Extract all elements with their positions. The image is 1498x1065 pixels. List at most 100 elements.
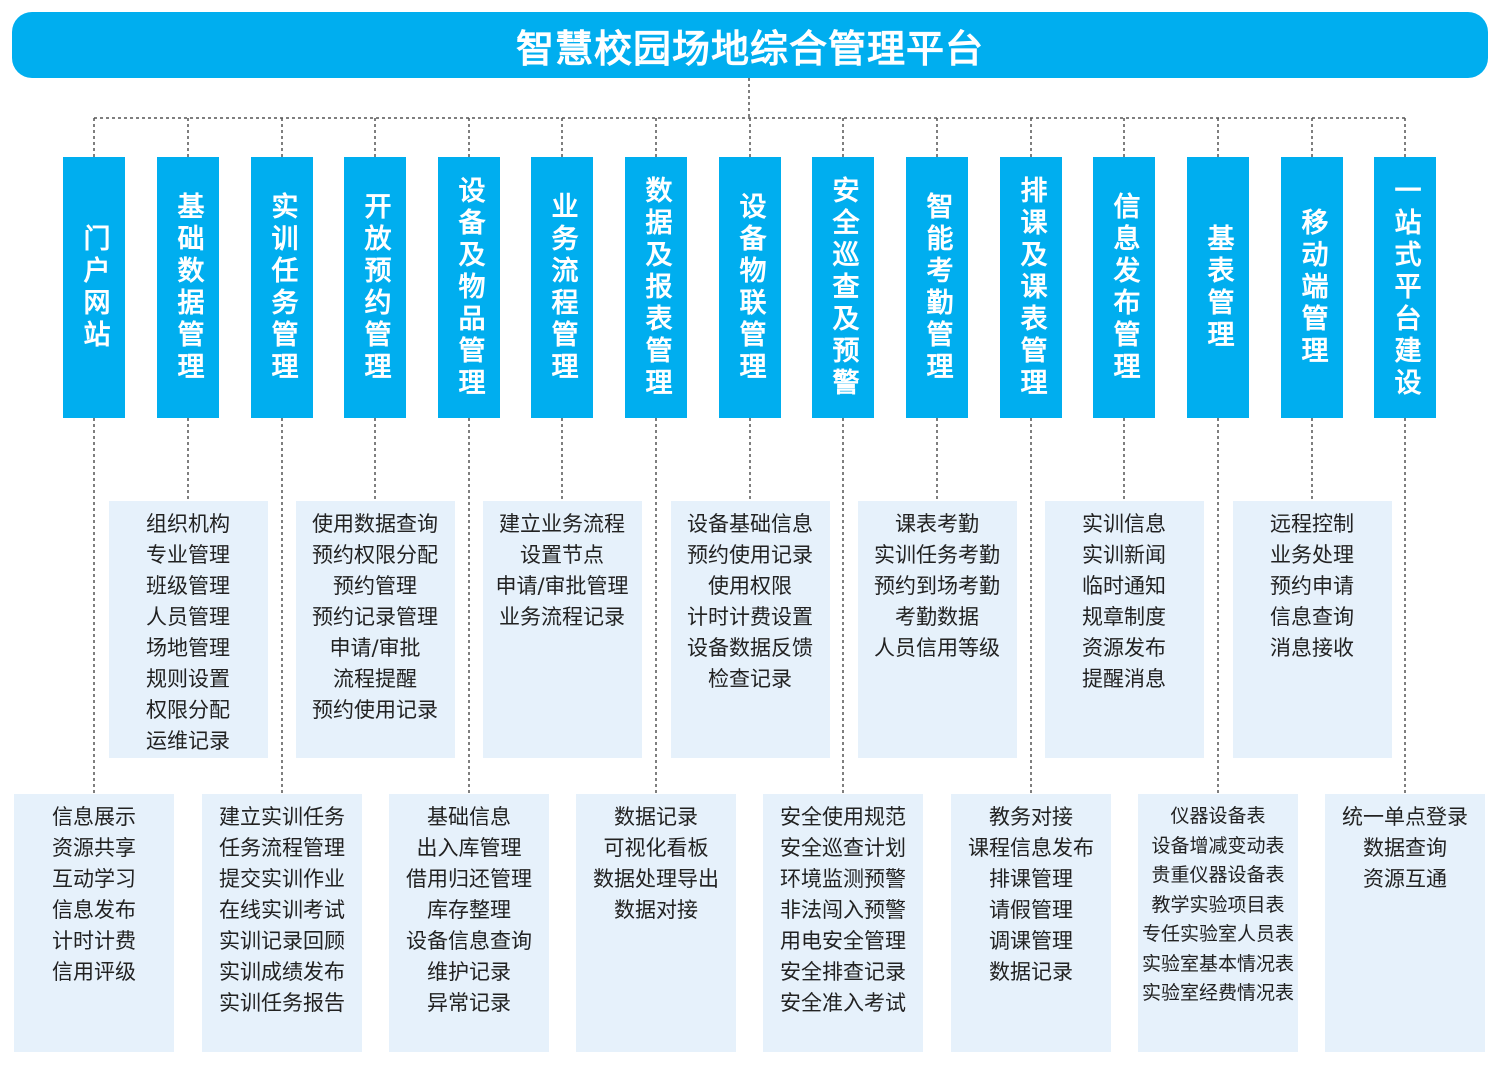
feature-item: 场地管理 (146, 636, 230, 660)
feature-item: 异常记录 (427, 991, 511, 1015)
module-label: 设备物联管理 (734, 191, 766, 384)
module-column: 开放预约管理 (344, 157, 406, 418)
module-label: 安全巡查及预警 (827, 175, 859, 400)
feature-item: 信息发布 (52, 898, 136, 922)
feature-item: 信息查询 (1270, 605, 1354, 629)
feature-item: 维护记录 (427, 960, 511, 984)
feature-item: 安全使用规范 (780, 805, 906, 829)
feature-item: 申请/审批 (329, 636, 421, 660)
module-label: 门户网站 (78, 223, 110, 352)
feature-item: 统一单点登录 (1342, 805, 1468, 829)
title-bar: 智慧校园场地综合管理平台 (12, 12, 1488, 78)
feature-box: 统一单点登录 数据查询资源互通 (1325, 794, 1485, 1052)
feature-item: 实验室经费情况表 (1141, 982, 1294, 1004)
feature-item: 教学实验项目表 (1151, 893, 1285, 916)
feature-item: 仪器设备表 (1170, 805, 1266, 827)
feature-box: 组织机构专业管理班级管理人员管理场地管理规则设置权限分配运维记录 (108, 501, 268, 758)
feature-item: 实训任务考勤 (874, 543, 1000, 567)
feature-item: 排课管理 (989, 867, 1073, 891)
feature-item: 人员信用等级 (874, 636, 1000, 660)
feature-box: 数据记录 可视化看板 数据处理导出 数据对接 (576, 794, 736, 1052)
feature-item: 提醒消息 (1082, 667, 1166, 691)
module-column: 排课及课表管理 (1000, 157, 1062, 418)
module-column: 设备物联管理 (719, 157, 781, 418)
feature-item: 设置节点 (520, 543, 604, 567)
feature-item: 资源互通 (1363, 867, 1447, 891)
feature-item: 运维记录 (146, 729, 230, 753)
feature-item: 借用归还管理 (406, 867, 532, 891)
feature-item: 流程提醒 (333, 667, 417, 691)
feature-item: 任务流程管理 (219, 836, 345, 860)
feature-item: 环境监测预警 (780, 867, 906, 891)
feature-item: 消息接收 (1270, 636, 1354, 660)
module-label: 业务流程管理 (546, 191, 578, 384)
module-column: 业务流程管理 (531, 157, 593, 418)
feature-item: 预约权限分配 (312, 543, 438, 567)
feature-item: 申请/审批管理 (495, 574, 629, 598)
feature-item: 资源共享 (52, 836, 136, 860)
module-column: 数据及报表管理 (625, 157, 687, 418)
feature-item: 建立实训任务 (219, 805, 345, 829)
feature-item: 数据查询 (1363, 836, 1447, 860)
feature-item: 实训新闻 (1082, 543, 1166, 567)
feature-item: 规则设置 (146, 667, 230, 691)
feature-item: 临时通知 (1082, 574, 1166, 598)
module-label: 开放预约管理 (359, 191, 391, 384)
feature-item: 专业管理 (146, 543, 230, 567)
feature-item: 基础信息 (427, 805, 511, 829)
feature-item: 课表考勤 (895, 512, 979, 536)
feature-item: 设备基础信息 (687, 512, 813, 536)
feature-item: 信用评级 (52, 960, 136, 984)
feature-item: 安全准入考试 (780, 991, 906, 1015)
feature-item: 非法闯入预警 (780, 898, 906, 922)
module-label: 设备及物品管理 (453, 175, 485, 400)
feature-item: 实训成绩发布 (219, 960, 345, 984)
feature-item: 教务对接 (989, 805, 1073, 829)
feature-item: 权限分配 (146, 698, 230, 722)
feature-item: 人员管理 (146, 605, 230, 629)
feature-item: 业务流程记录 (499, 605, 625, 629)
feature-box: 实训信息 实训新闻 临时通知 规章制度 资源发布 提醒消息 (1044, 501, 1204, 758)
feature-box: 设备基础信息 预约使用记录 使用权限 计时计费设置 设备数据反馈 检查记录 (670, 501, 830, 758)
module-label: 基础数据管理 (172, 191, 204, 384)
module-column: 一站式平台建设 (1374, 157, 1436, 418)
feature-item: 数据记录 (989, 960, 1073, 984)
feature-item: 安全巡查计划 (780, 836, 906, 860)
feature-item: 贵重仪器设备表 (1151, 864, 1285, 886)
feature-item: 用电安全管理 (780, 929, 906, 953)
feature-box: 课表考勤 实训任务考勤 预约到场考勤 考勤数据 人员信用等级 (857, 501, 1017, 758)
feature-box: 信息展示 资源共享 互动学习 信息发布 计时计费 信用评级 (14, 794, 174, 1052)
feature-item: 班级管理 (146, 574, 230, 598)
feature-item: 使用数据查询 (312, 512, 438, 536)
feature-box: 建立业务流程 设置节点申请/审批管理 业务流程记录 (482, 501, 642, 758)
feature-item: 出入库管理 (416, 836, 522, 860)
feature-item: 预约管理 (333, 574, 417, 598)
feature-item: 考勤数据 (895, 605, 979, 629)
feature-item: 专任实验室人员表 (1141, 923, 1294, 945)
feature-item: 预约使用记录 (312, 698, 438, 722)
feature-item: 规章制度 (1082, 605, 1166, 629)
feature-item: 调课管理 (989, 929, 1073, 953)
feature-box: 使用数据查询 预约权限分配 预约管理 预约记录管理 申请/审批 流程提醒 预约使用记录 (295, 501, 455, 758)
feature-item: 组织机构 (146, 512, 230, 536)
feature-item: 库存整理 (427, 898, 511, 922)
feature-item: 远程控制 (1270, 512, 1354, 536)
module-column: 基表管理 (1187, 157, 1249, 418)
feature-item: 计时计费 (52, 929, 136, 953)
feature-item: 提交实训作业 (219, 867, 345, 891)
module-label: 基表管理 (1202, 223, 1234, 352)
module-label: 一站式平台建设 (1389, 175, 1421, 400)
feature-item: 预约申请 (1270, 574, 1354, 598)
feature-box: 基础信息 出入库管理 借用归还管理 库存整理 设备信息查询 维护记录 异常记录 (389, 794, 549, 1052)
module-column: 智能考勤管理 (906, 157, 968, 418)
feature-item: 建立业务流程 (499, 512, 625, 536)
feature-item: 数据处理导出 (593, 867, 719, 891)
feature-item: 检查记录 (708, 667, 792, 691)
feature-item: 使用权限 (708, 574, 792, 598)
module-label: 排课及课表管理 (1015, 175, 1047, 400)
feature-item: 信息展示 (52, 805, 136, 829)
feature-item: 设备数据反馈 (687, 636, 813, 660)
feature-box: 建立实训任务 任务流程管理 提交实训作业 在线实训考试 实训记录回顾 实训成绩发布 实训任务… (202, 794, 362, 1052)
feature-item: 请假管理 (989, 898, 1073, 922)
